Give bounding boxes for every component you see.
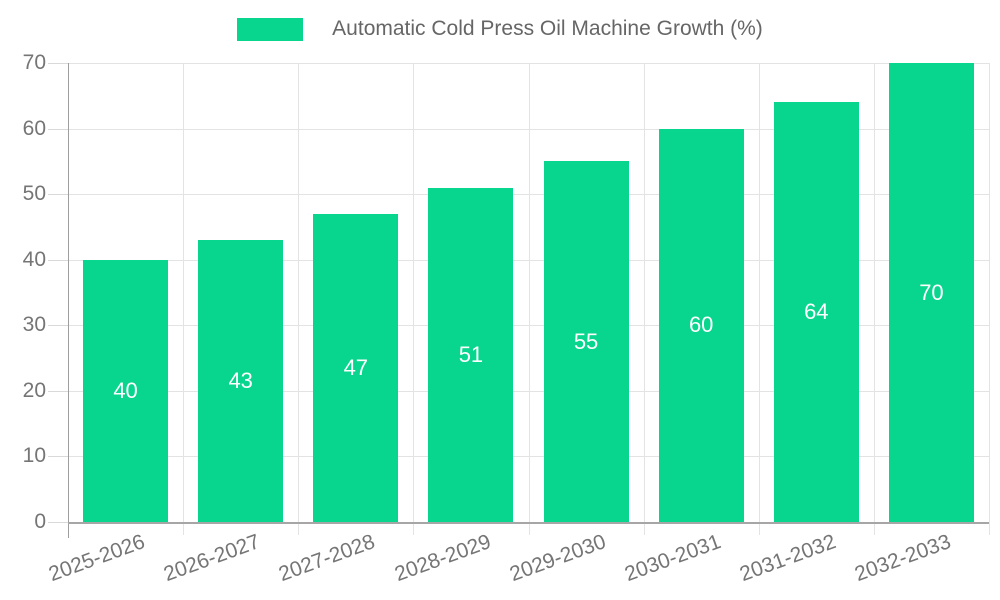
y-axis-label: 50	[22, 182, 46, 206]
y-tick	[48, 456, 68, 458]
bar-2025-2026[interactable]: 40	[83, 259, 169, 523]
legend-swatch	[237, 17, 304, 41]
bar-value-label: 47	[343, 354, 369, 380]
bar-2032-2033[interactable]: 70	[888, 63, 974, 523]
bar-value-label: 43	[228, 368, 253, 393]
bar-2030-2031[interactable]: 60	[658, 128, 744, 523]
bar-2026-2027[interactable]: 43	[198, 240, 284, 523]
y-axis-label: 0	[34, 510, 46, 533]
bar-value-label: 70	[919, 279, 944, 305]
bar-2027-2028[interactable]: 47	[313, 213, 399, 523]
y-axis-label: 60	[22, 116, 46, 140]
gridline-v	[989, 63, 990, 535]
legend: Automatic Cold Press Oil Machine Growth …	[0, 17, 1000, 41]
bar-2028-2029[interactable]: 51	[428, 187, 514, 523]
y-axis-line	[68, 63, 69, 538]
chart-title: Automatic Cold Press Oil Machine Growth …	[332, 17, 763, 40]
gridline-v	[758, 63, 760, 535]
bar-2029-2030[interactable]: 55	[543, 161, 629, 523]
x-axis-line	[68, 522, 989, 524]
x-axis-label: 2029-2030	[506, 530, 609, 587]
x-axis-label: 2025-2026	[45, 530, 149, 587]
y-axis-label: 20	[22, 378, 46, 402]
bar-2031-2032[interactable]: 64	[773, 102, 859, 523]
y-tick	[48, 522, 68, 523]
y-tick	[48, 128, 68, 130]
x-axis-label: 2032-2033	[851, 530, 954, 587]
x-axis-label: 2026-2027	[160, 530, 264, 587]
bar-value-label: 40	[113, 377, 138, 403]
x-axis-label: 2027-2028	[276, 530, 379, 587]
gridline-v	[643, 63, 645, 535]
gridline-v	[413, 63, 415, 535]
y-axis-label: 40	[22, 247, 46, 271]
y-tick	[48, 63, 68, 64]
y-tick	[48, 390, 68, 392]
gridline-v	[298, 63, 300, 535]
x-axis-label: 2028-2029	[391, 530, 494, 587]
y-tick	[48, 325, 68, 327]
bar-value-label: 60	[688, 312, 714, 338]
gridline-v	[183, 63, 185, 535]
y-tick	[48, 194, 68, 196]
y-axis-label: 30	[22, 313, 46, 337]
bar-value-label: 64	[804, 299, 829, 325]
bar-value-label: 51	[458, 341, 484, 367]
x-axis-label: 2031-2032	[736, 530, 839, 587]
y-tick	[48, 259, 68, 261]
x-axis-label: 2030-2031	[621, 530, 724, 587]
y-axis-label: 70	[22, 51, 46, 74]
gridline-v	[528, 63, 530, 535]
gridline-v	[873, 63, 875, 535]
bar-value-label: 55	[573, 328, 599, 354]
y-axis-label: 10	[22, 444, 46, 468]
